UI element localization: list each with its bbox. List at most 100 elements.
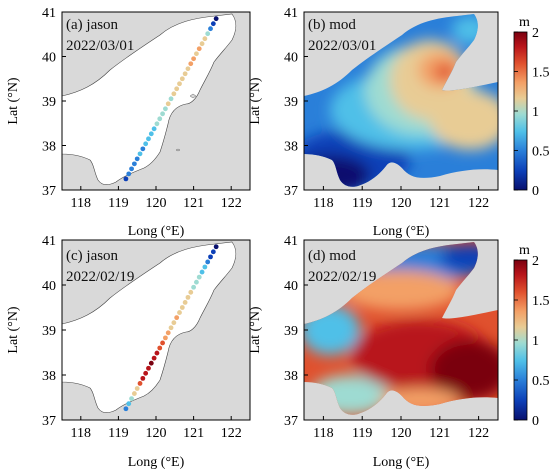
colorbar-tick-label: 1 (532, 334, 539, 349)
track-point (196, 274, 202, 280)
track-point (148, 360, 154, 366)
panel-b-title: (b) mod (308, 17, 356, 33)
colorbar-tick-label: 0 (532, 184, 539, 199)
track-point (165, 101, 171, 107)
track-point (140, 375, 146, 381)
track-point (131, 391, 137, 396)
track-point (205, 259, 211, 265)
track-point (160, 340, 165, 346)
x-tick-label: 120 (391, 426, 412, 441)
track-point (148, 131, 154, 137)
track-point (177, 310, 182, 315)
y-tick-label: 37 (42, 184, 56, 199)
track-point (157, 345, 163, 351)
track-point (123, 176, 129, 182)
panel-b-date: 2022/03/01 (308, 38, 376, 54)
y-tick-label: 38 (284, 140, 298, 155)
track-point (126, 171, 132, 177)
track-point (188, 61, 194, 67)
panel-c-xlabel: Long (°E) (128, 455, 185, 470)
colorbar-tick-label: 0.5 (532, 145, 550, 160)
y-tick-label: 41 (284, 6, 298, 21)
y-tick-label: 40 (284, 51, 298, 66)
track-point (213, 244, 219, 250)
y-tick-label: 37 (42, 414, 56, 429)
track-point (157, 116, 163, 122)
track-point (146, 365, 151, 371)
y-tick-label: 40 (284, 279, 298, 294)
track-point (137, 381, 143, 386)
y-tick-label: 41 (42, 234, 56, 249)
x-tick-label: 122 (221, 196, 242, 211)
track-point (174, 315, 180, 321)
x-tick-label: 122 (468, 196, 489, 211)
track-point (171, 320, 177, 326)
track-point (131, 161, 137, 167)
track-point (177, 81, 182, 87)
track-point (134, 156, 140, 162)
track-point (160, 111, 165, 117)
track-point (202, 264, 208, 270)
panel-c-sea (62, 241, 237, 414)
panel-c-ylabel: Lat (°N) (6, 306, 21, 354)
track-point (151, 126, 157, 132)
y-tick-label: 38 (284, 369, 298, 384)
track-point (165, 330, 171, 336)
track-point (168, 96, 174, 102)
track-point (194, 51, 199, 57)
panel-a-ylabel: Lat (°N) (6, 77, 21, 125)
track-point (208, 254, 213, 260)
panel-a-xlabel: Long (°E) (128, 224, 185, 239)
panel-d-ylabel: Lat (°N) (248, 306, 263, 354)
y-tick-label: 39 (42, 324, 56, 339)
y-tick-label: 38 (42, 369, 56, 384)
x-tick-label: 120 (146, 426, 167, 441)
y-tick-label: 39 (284, 95, 298, 110)
panel-c-track (123, 244, 219, 412)
track-point (163, 106, 168, 112)
panel-b-field (304, 14, 498, 187)
panel-c-axes: 118 119 120 121 122 41 40 39 38 37 (42, 234, 242, 441)
colorbar-bottom-ticks: 2 1.5 1 0.5 0 (514, 254, 550, 429)
x-tick-label: 121 (429, 196, 450, 211)
colorbar-tick-label: 1 (532, 105, 539, 120)
panel-b-axes: 118 119 120 121 122 41 40 39 38 37 (284, 6, 489, 211)
panel-a-title: (a) jason (66, 17, 119, 33)
y-tick-label: 38 (42, 140, 56, 155)
track-point (134, 386, 140, 391)
track-point (185, 294, 191, 300)
colorbar-tick-label: 2 (532, 26, 539, 41)
panel-d-date: 2022/02/19 (308, 269, 376, 285)
track-point (174, 86, 180, 92)
x-tick-label: 119 (108, 426, 128, 441)
panel-a-sea (62, 13, 237, 186)
track-point (185, 66, 191, 72)
colorbar-tick-label: 1.5 (532, 294, 550, 309)
track-point (168, 325, 174, 331)
panel-d-xlabel: Long (°E) (373, 455, 430, 470)
y-tick-label: 40 (42, 279, 56, 294)
x-tick-label: 118 (71, 426, 91, 441)
track-point (126, 401, 132, 407)
x-tick-label: 118 (313, 426, 333, 441)
x-tick-label: 121 (183, 426, 204, 441)
x-tick-label: 120 (391, 196, 412, 211)
panel-a: (a) jason 2022/03/01 118 119 120 121 122 41 40… (6, 6, 251, 239)
colorbar-top-ticks: 2 1.5 1 0.5 0 (514, 26, 550, 199)
x-tick-label: 122 (468, 426, 489, 441)
track-point (137, 151, 143, 157)
track-point (179, 76, 185, 82)
panel-a-axes: 118 119 120 121 122 41 40 39 38 37 (42, 6, 242, 211)
track-point (143, 370, 149, 376)
panel-d: (d) mod 2022/02/19 118 119 120 121 122414039… (248, 234, 550, 470)
track-point (196, 46, 202, 52)
x-tick-label: 118 (71, 196, 91, 211)
track-point (188, 289, 194, 295)
x-tick-label: 121 (429, 426, 450, 441)
x-tick-label: 118 (313, 196, 333, 211)
colorbar-bottom-unit: m (519, 243, 530, 258)
track-point (154, 121, 160, 127)
y-tick-label: 41 (42, 6, 56, 21)
panel-a-date: 2022/03/01 (66, 38, 134, 54)
